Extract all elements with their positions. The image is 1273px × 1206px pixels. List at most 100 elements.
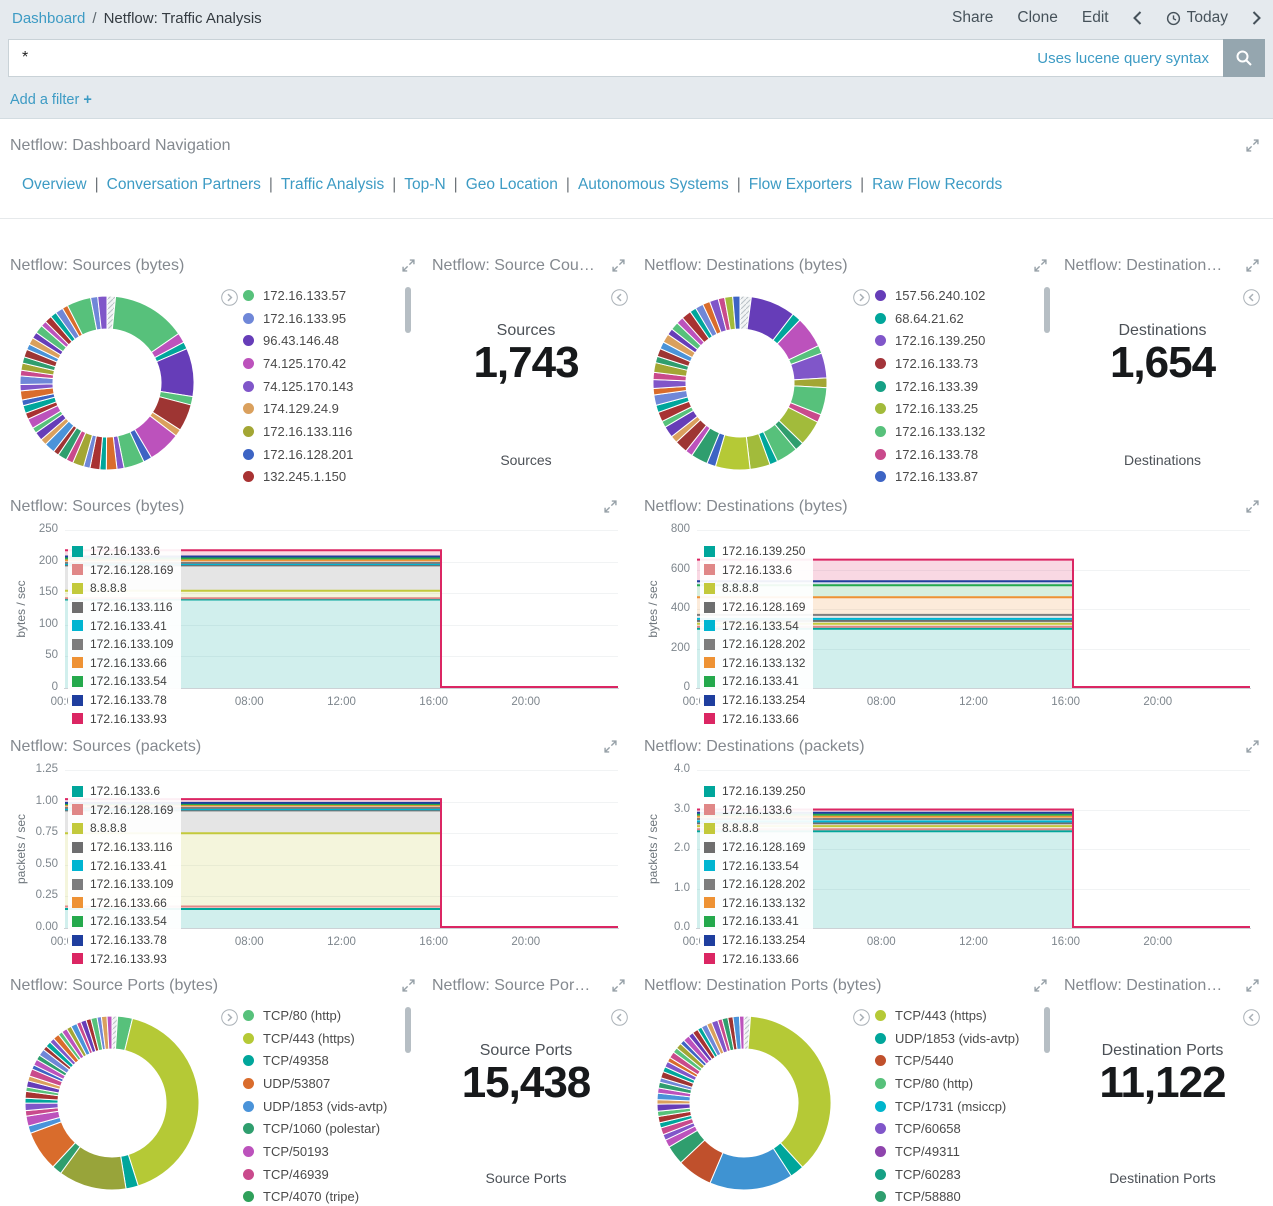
legend-item[interactable]: 172.16.133.116: [72, 838, 173, 857]
legend-collapse-button[interactable]: [611, 289, 628, 306]
legend-item[interactable]: 172.16.133.93: [72, 709, 173, 728]
legend-item[interactable]: 172.16.133.54: [704, 856, 805, 875]
add-filter-link[interactable]: Add a filter +: [10, 92, 92, 108]
legend-item[interactable]: 172.16.133.116: [243, 420, 415, 443]
legend-item[interactable]: 172.16.128.169: [72, 801, 173, 820]
legend-item[interactable]: 172.16.133.78: [875, 443, 1047, 466]
legend-collapse-button[interactable]: [1243, 1009, 1260, 1026]
legend-item[interactable]: 172.16.128.169: [704, 598, 805, 617]
legend-item[interactable]: 172.16.133.132: [704, 654, 805, 673]
breadcrumb-dashboard-link[interactable]: Dashboard: [12, 9, 86, 27]
legend-item[interactable]: TCP/49311: [875, 1140, 1055, 1163]
nav-link-conversation-partners[interactable]: Conversation Partners: [106, 176, 261, 193]
legend-item[interactable]: 172.16.133.41: [72, 616, 173, 635]
legend-item[interactable]: 172.16.133.54: [704, 616, 805, 635]
expand-panel-button[interactable]: [1034, 979, 1048, 993]
legend-item[interactable]: 172.16.133.39: [875, 375, 1047, 398]
legend-collapse-button[interactable]: [853, 1009, 870, 1026]
legend-item[interactable]: 172.16.139.250: [704, 782, 805, 801]
legend-item[interactable]: 172.16.133.25: [875, 397, 1047, 420]
legend-item[interactable]: 172.16.133.54: [72, 912, 173, 931]
expand-panel-button[interactable]: [1246, 500, 1260, 514]
legend-item[interactable]: TCP/5440: [875, 1049, 1055, 1072]
legend-item[interactable]: 172.16.133.54: [72, 672, 173, 691]
legend-item[interactable]: 172.16.133.66: [72, 654, 173, 673]
share-button[interactable]: Share: [952, 9, 994, 26]
legend-item[interactable]: 172.16.133.57: [243, 284, 415, 307]
nav-link-autonomous-systems[interactable]: Autonomous Systems: [577, 176, 729, 193]
legend-item[interactable]: TCP/1060 (polestar): [243, 1117, 423, 1140]
legend-item[interactable]: 172.16.139.250: [875, 329, 1047, 352]
legend-collapse-button[interactable]: [853, 289, 870, 306]
legend-item[interactable]: 172.16.133.78: [72, 931, 173, 950]
nav-link-overview[interactable]: Overview: [22, 176, 87, 193]
clone-button[interactable]: Clone: [1017, 9, 1058, 26]
legend-item[interactable]: 68.64.21.62: [875, 307, 1047, 330]
legend-item[interactable]: TCP/46939: [243, 1163, 423, 1186]
legend-scrollbar[interactable]: [1044, 287, 1050, 333]
legend-item[interactable]: 172.16.133.254: [704, 691, 805, 710]
legend-item[interactable]: 172.16.128.169: [704, 838, 805, 857]
legend-item[interactable]: UDP/1853 (vids-avtp): [875, 1027, 1055, 1050]
lucene-syntax-link[interactable]: Uses lucene query syntax: [1037, 49, 1209, 67]
legend-item[interactable]: 172.16.133.41: [72, 856, 173, 875]
legend-item[interactable]: 96.43.146.48: [243, 329, 415, 352]
expand-panel-button[interactable]: [604, 740, 618, 754]
legend-item[interactable]: TCP/4070 (tripe): [243, 1186, 423, 1206]
legend-item[interactable]: 132.245.1.150: [243, 466, 415, 489]
legend-item[interactable]: 172.16.133.109: [72, 635, 173, 654]
pie-slice[interactable]: [124, 1017, 200, 1187]
nav-link-top-n[interactable]: Top-N: [404, 176, 446, 193]
legend-item[interactable]: 172.16.133.6: [72, 782, 173, 801]
legend-item[interactable]: 174.129.24.9: [243, 397, 415, 420]
pie-slice[interactable]: [738, 1015, 745, 1050]
legend-item[interactable]: 172.16.133.78: [72, 691, 173, 710]
legend-item[interactable]: TCP/443 (https): [243, 1027, 423, 1050]
legend-item[interactable]: 172.16.133.132: [875, 420, 1047, 443]
expand-panel-button[interactable]: [1246, 259, 1260, 273]
legend-item[interactable]: 74.125.170.42: [243, 352, 415, 375]
expand-panel-button[interactable]: [612, 259, 626, 273]
legend-scrollbar[interactable]: [405, 287, 411, 333]
legend-scrollbar[interactable]: [1044, 1007, 1050, 1053]
legend-item[interactable]: 172.16.133.41: [704, 912, 805, 931]
pie-slice[interactable]: [747, 1015, 832, 1168]
time-back-button[interactable]: [1132, 11, 1142, 25]
legend-item[interactable]: 8.8.8.8: [704, 819, 805, 838]
expand-panel-button[interactable]: [1034, 259, 1048, 273]
pie-slice[interactable]: [732, 295, 741, 330]
legend-item[interactable]: 172.16.133.87: [875, 466, 1047, 489]
legend-item[interactable]: 8.8.8.8: [72, 579, 173, 598]
time-picker-button[interactable]: Today: [1166, 9, 1228, 27]
nav-link-traffic-analysis[interactable]: Traffic Analysis: [280, 176, 385, 193]
legend-item[interactable]: 157.56.240.102: [875, 284, 1047, 307]
legend-item[interactable]: 172.16.128.201: [243, 443, 415, 466]
legend-item[interactable]: 172.16.128.202: [704, 875, 805, 894]
legend-item[interactable]: 172.16.133.254: [704, 931, 805, 950]
legend-item[interactable]: 172.16.133.132: [704, 894, 805, 913]
search-button[interactable]: [1223, 39, 1265, 77]
legend-item[interactable]: 172.16.128.202: [704, 635, 805, 654]
legend-item[interactable]: TCP/49358: [243, 1049, 423, 1072]
legend-collapse-button[interactable]: [1243, 289, 1260, 306]
nav-link-raw-flow-records[interactable]: Raw Flow Records: [872, 176, 1003, 193]
legend-item[interactable]: 172.16.133.109: [72, 875, 173, 894]
legend-item[interactable]: 74.125.170.143: [243, 375, 415, 398]
expand-panel-button[interactable]: [402, 259, 416, 273]
legend-item[interactable]: TCP/1731 (msiccp): [875, 1095, 1055, 1118]
expand-panel-button[interactable]: [1246, 979, 1260, 993]
legend-item[interactable]: 172.16.133.6: [704, 561, 805, 580]
legend-collapse-button[interactable]: [221, 1009, 238, 1026]
legend-item[interactable]: TCP/60283: [875, 1163, 1055, 1186]
legend-item[interactable]: UDP/1853 (vids-avtp): [243, 1095, 423, 1118]
legend-item[interactable]: 172.16.133.93: [72, 949, 173, 968]
legend-item[interactable]: TCP/58880: [875, 1186, 1055, 1206]
legend-collapse-button[interactable]: [221, 289, 238, 306]
pie-slice[interactable]: [106, 1015, 113, 1050]
legend-item[interactable]: 172.16.133.66: [704, 949, 805, 968]
nav-link-geo-location[interactable]: Geo Location: [465, 176, 558, 193]
legend-item[interactable]: 172.16.133.66: [704, 709, 805, 728]
legend-item[interactable]: UDP/53807: [243, 1072, 423, 1095]
expand-panel-button[interactable]: [604, 500, 618, 514]
legend-item[interactable]: TCP/50193: [243, 1140, 423, 1163]
